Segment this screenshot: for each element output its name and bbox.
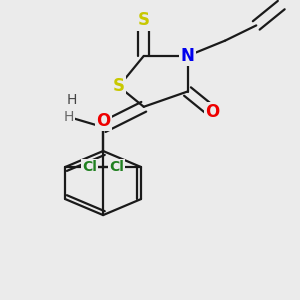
Text: Cl: Cl xyxy=(109,160,124,174)
Text: Cl: Cl xyxy=(82,160,97,174)
Text: H: H xyxy=(67,93,77,107)
Text: H: H xyxy=(64,110,74,124)
Text: O: O xyxy=(206,103,220,121)
Text: N: N xyxy=(181,47,194,65)
Text: S: S xyxy=(113,77,125,95)
Text: S: S xyxy=(138,11,150,29)
Text: O: O xyxy=(96,112,110,130)
